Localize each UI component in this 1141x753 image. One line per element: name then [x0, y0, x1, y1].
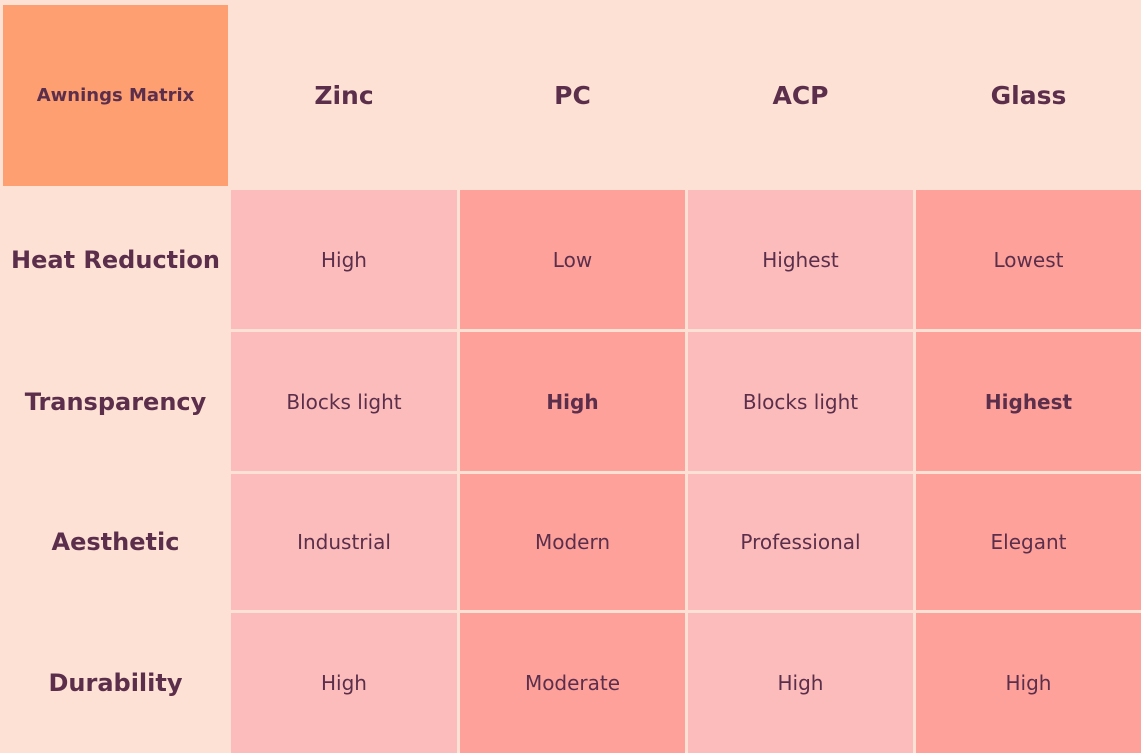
matrix-cell: Low [460, 190, 685, 329]
matrix-cell: Professional [688, 474, 913, 610]
matrix-cell: Highest [916, 332, 1141, 471]
matrix-cell: Modern [460, 474, 685, 610]
row-header-durability: Durability [48, 669, 183, 697]
matrix-cell: Moderate [460, 613, 685, 753]
row-header-aesthetic: Aesthetic [51, 528, 180, 556]
column-header-zinc: Zinc [314, 81, 374, 110]
row-header-transparency: Transparency [24, 387, 207, 416]
row-header-heat-reduction: Heat Reduction [11, 245, 220, 274]
matrix-cell: Elegant [916, 474, 1141, 610]
matrix-cell: High [916, 613, 1141, 753]
matrix-cell: Lowest [916, 190, 1141, 329]
matrix-cell: Industrial [231, 474, 457, 610]
matrix-cell: Blocks light [231, 332, 457, 471]
column-header-pc: PC [554, 81, 591, 110]
matrix-cell: Blocks light [688, 332, 913, 471]
matrix-title: Awnings Matrix [3, 5, 228, 186]
column-header-acp: ACP [772, 81, 829, 110]
matrix-cell: High [231, 190, 457, 329]
matrix-cell: High [460, 332, 685, 471]
matrix-cell: High [231, 613, 457, 753]
matrix-cell: High [688, 613, 913, 753]
column-header-glass: Glass [990, 81, 1067, 110]
matrix-cell: Highest [688, 190, 913, 329]
